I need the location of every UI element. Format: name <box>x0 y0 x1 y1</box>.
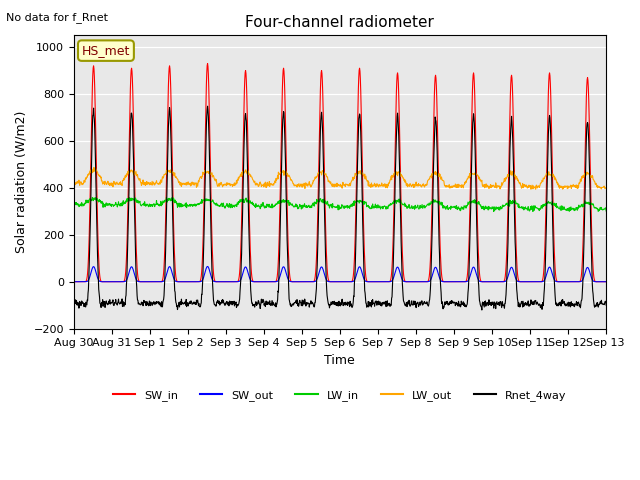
LW_in <box>260 205 268 211</box>
LW_out <box>183 182 191 188</box>
SW_out <box>522 279 530 285</box>
Rnet_4way <box>70 300 77 306</box>
Line: SW_in: SW_in <box>74 63 640 282</box>
Y-axis label: Solar radiation (W/m2): Solar radiation (W/m2) <box>15 111 28 253</box>
LW_in <box>197 199 205 205</box>
Text: No data for f_Rnet: No data for f_Rnet <box>6 12 108 23</box>
LW_in <box>447 205 455 211</box>
LW_in <box>88 194 96 200</box>
LW_out <box>90 165 98 170</box>
SW_out <box>204 264 211 269</box>
Rnet_4way <box>196 304 204 310</box>
Rnet_4way <box>260 301 268 307</box>
LW_out <box>70 180 77 185</box>
Line: LW_out: LW_out <box>74 168 640 190</box>
SW_in <box>70 279 77 285</box>
Text: HS_met: HS_met <box>82 44 130 57</box>
LW_in <box>522 206 530 212</box>
LW_in <box>70 201 77 206</box>
SW_in <box>522 279 530 285</box>
SW_out <box>572 279 580 285</box>
Line: Rnet_4way: Rnet_4way <box>74 106 640 310</box>
Rnet_4way <box>522 302 530 308</box>
Rnet_4way <box>204 103 211 109</box>
X-axis label: Time: Time <box>324 354 355 367</box>
Line: SW_out: SW_out <box>74 266 640 282</box>
Title: Four-channel radiometer: Four-channel radiometer <box>245 15 434 30</box>
Legend: SW_in, SW_out, LW_in, LW_out, Rnet_4way: SW_in, SW_out, LW_in, LW_out, Rnet_4way <box>108 385 572 405</box>
LW_out <box>522 184 530 190</box>
LW_out <box>260 183 268 189</box>
LW_in <box>606 209 614 215</box>
LW_out <box>572 182 580 188</box>
Line: LW_in: LW_in <box>74 197 640 212</box>
SW_out <box>447 279 455 285</box>
SW_out <box>70 279 77 285</box>
SW_in <box>447 279 455 285</box>
SW_out <box>183 279 191 285</box>
SW_in <box>260 279 268 285</box>
SW_in <box>196 277 204 283</box>
SW_out <box>196 279 204 285</box>
SW_in <box>204 60 211 66</box>
LW_in <box>183 203 191 208</box>
Rnet_4way <box>447 300 455 306</box>
SW_in <box>572 279 580 285</box>
Rnet_4way <box>183 304 191 310</box>
Rnet_4way <box>478 307 486 313</box>
SW_in <box>183 279 191 285</box>
LW_out <box>447 183 455 189</box>
LW_out <box>197 174 205 180</box>
LW_in <box>572 204 580 210</box>
SW_out <box>260 279 268 285</box>
LW_out <box>637 187 640 192</box>
Rnet_4way <box>573 299 580 304</box>
